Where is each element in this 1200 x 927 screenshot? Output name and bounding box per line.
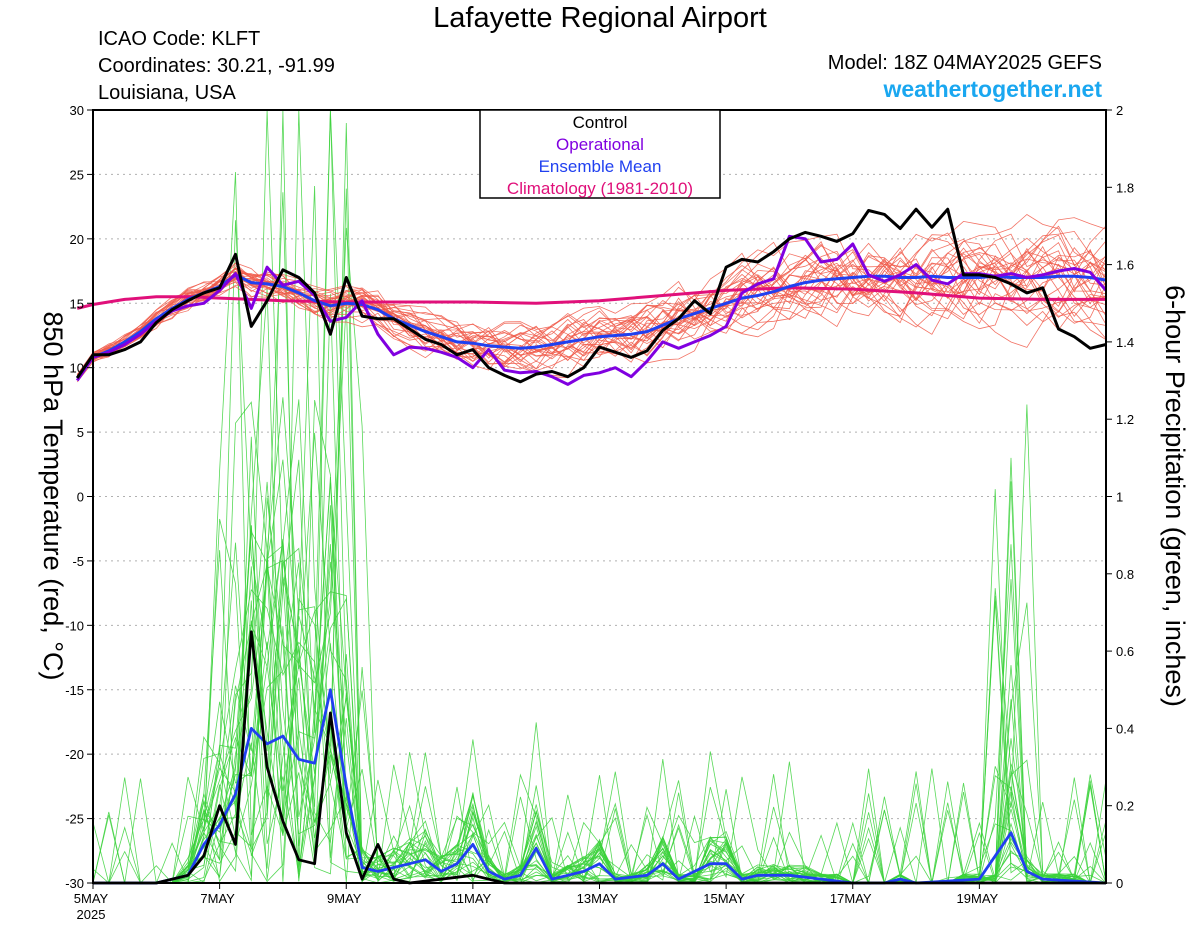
y-tick-label: 30 bbox=[70, 103, 84, 118]
y-tick-label: 5 bbox=[77, 425, 84, 440]
y-tick-label: -20 bbox=[65, 747, 84, 762]
y2-tick-label: 1.2 bbox=[1116, 412, 1134, 427]
site-link[interactable]: weathertogether.net bbox=[883, 76, 1102, 102]
legend: Control Operational Ensemble Mean Climatolo… bbox=[479, 109, 721, 199]
y-tick-label: -10 bbox=[65, 618, 84, 633]
y-tick-label: 20 bbox=[70, 232, 84, 247]
y-tick-label: 15 bbox=[70, 296, 84, 311]
coordinates: Coordinates: 30.21, -91.99 bbox=[98, 55, 335, 77]
temperature-member-line bbox=[76, 240, 1107, 377]
y2-tick-label: 1.4 bbox=[1116, 335, 1134, 350]
y-axis-label: 850 hPa Temperature (red, °C) bbox=[38, 312, 68, 681]
temp-climatology-line bbox=[76, 286, 1106, 310]
x-tick-label: 13MAY bbox=[577, 891, 619, 906]
x-tick-label: 11MAY bbox=[451, 891, 492, 906]
x-tick-year: 2025 bbox=[77, 907, 106, 922]
y2-tick-label: 0 bbox=[1116, 876, 1123, 891]
temp-ensemble-mean-line bbox=[76, 273, 1107, 379]
y2-tick-label: 1.8 bbox=[1116, 180, 1134, 195]
x-tick-label: 7MAY bbox=[200, 891, 235, 906]
y-tick-label: 10 bbox=[70, 361, 84, 376]
legend-item: Operational bbox=[556, 135, 644, 154]
temperature-member-line bbox=[76, 247, 1107, 375]
legend-item: Ensemble Mean bbox=[539, 157, 662, 176]
y-tick-label: 0 bbox=[77, 490, 84, 505]
precip-member-line bbox=[93, 432, 1107, 884]
model-run: Model: 18Z 04MAY2025 GEFS bbox=[827, 52, 1102, 74]
temp-control-line bbox=[75, 207, 1107, 384]
y2-tick-label: 0.8 bbox=[1116, 567, 1134, 582]
axes: 302520151050-5-10-15-20-25-3021.81.61.41… bbox=[65, 103, 1134, 922]
x-tick-label: 9MAY bbox=[327, 891, 362, 906]
y2-tick-label: 2 bbox=[1116, 103, 1123, 118]
temp-operational-line bbox=[75, 234, 1108, 386]
icao-code: ICAO Code: KLFT bbox=[98, 28, 261, 50]
y2-tick-label: 0.2 bbox=[1116, 799, 1134, 814]
y2-tick-label: 1 bbox=[1116, 490, 1123, 505]
y-tick-label: -15 bbox=[65, 683, 84, 698]
x-tick-label: 19MAY bbox=[957, 891, 999, 906]
y2-tick-label: 0.6 bbox=[1116, 644, 1134, 659]
temperature-member-lines bbox=[76, 214, 1107, 383]
x-tick-label: 17MAY bbox=[830, 891, 872, 906]
y-tick-label: -5 bbox=[72, 554, 84, 569]
y-tick-label: -25 bbox=[65, 812, 84, 827]
legend-box bbox=[479, 109, 721, 199]
y2-axis-label: 6-hour Precipitation (green, inches) bbox=[1160, 285, 1190, 707]
temperature-member-line bbox=[76, 241, 1107, 376]
y2-tick-label: 0.4 bbox=[1116, 721, 1134, 736]
temperature-member-line bbox=[76, 247, 1107, 379]
location: Louisiana, USA bbox=[98, 82, 236, 104]
precip-member-line bbox=[93, 505, 1106, 884]
legend-item: Control bbox=[573, 113, 628, 132]
x-tick-label: 5MAY bbox=[74, 891, 109, 906]
gridlines bbox=[93, 109, 1106, 884]
y-tick-label: 25 bbox=[70, 167, 84, 182]
temperature-member-line bbox=[76, 237, 1107, 383]
chart-title: Lafayette Regional Airport bbox=[433, 2, 767, 34]
y2-tick-label: 1.6 bbox=[1116, 258, 1134, 273]
y-tick-label: -30 bbox=[65, 876, 84, 891]
legend-item: Climatology (1981-2010) bbox=[507, 179, 693, 198]
x-tick-label: 15MAY bbox=[703, 891, 745, 906]
